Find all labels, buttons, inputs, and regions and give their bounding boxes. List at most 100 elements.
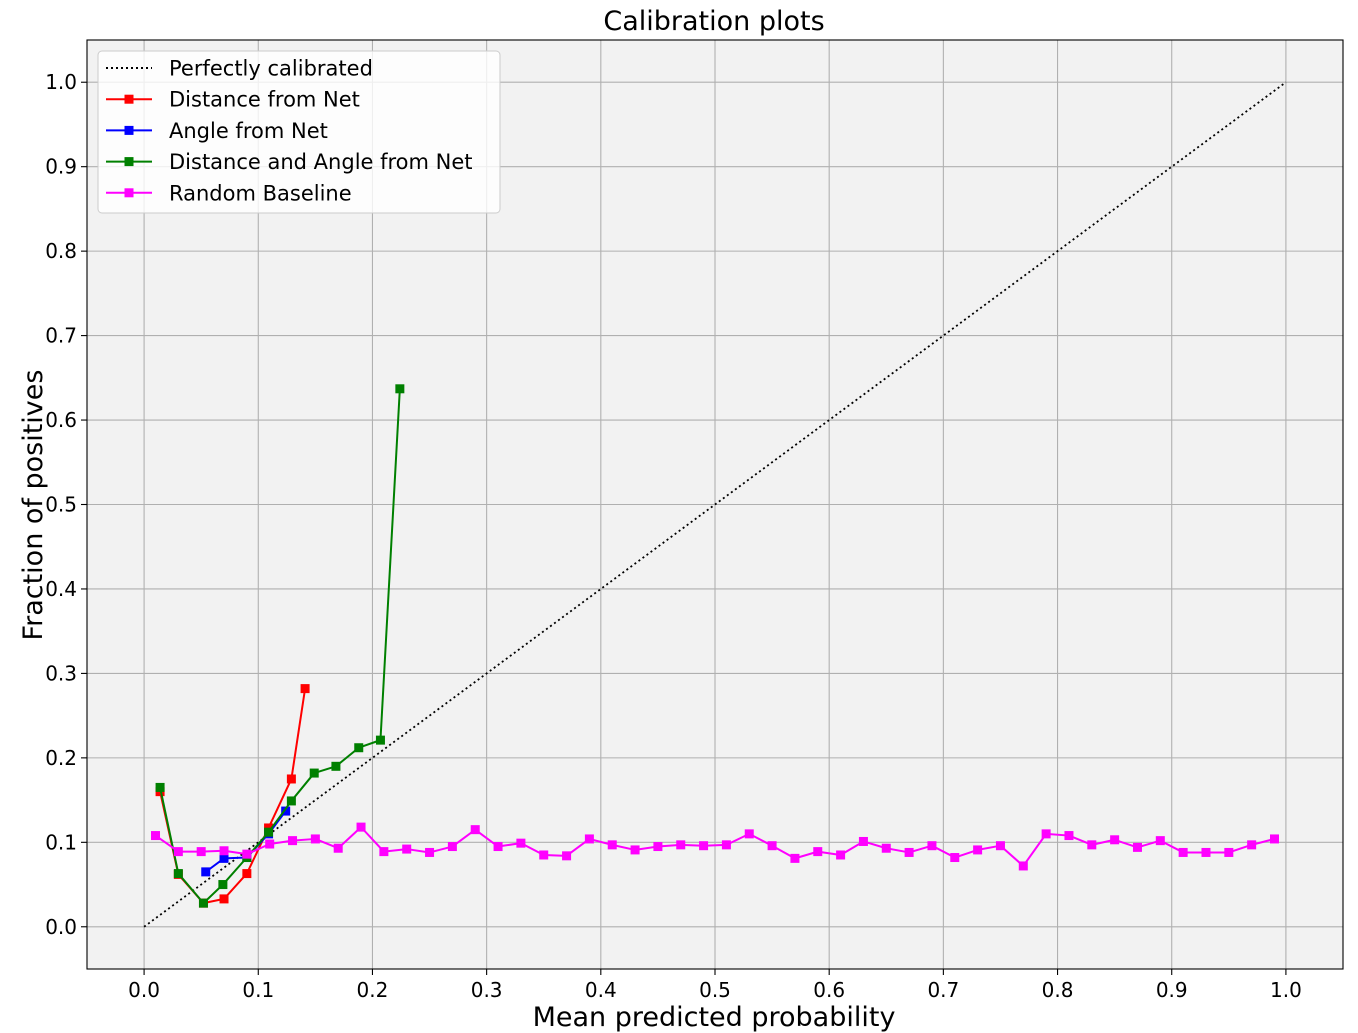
data-point bbox=[676, 840, 686, 850]
data-point bbox=[1110, 835, 1120, 845]
y-axis-label: Fraction of positives bbox=[18, 370, 49, 641]
data-point bbox=[653, 842, 663, 852]
y-tick-label: 0.6 bbox=[45, 408, 77, 432]
data-point bbox=[1247, 840, 1257, 850]
data-point bbox=[286, 774, 296, 784]
data-point bbox=[699, 841, 709, 851]
data-point bbox=[219, 853, 229, 863]
data-point bbox=[584, 834, 594, 844]
data-point bbox=[310, 834, 320, 844]
series-random-baseline bbox=[151, 822, 1279, 871]
data-point bbox=[281, 806, 291, 816]
data-point bbox=[173, 869, 183, 879]
data-point bbox=[288, 836, 298, 846]
data-point bbox=[539, 850, 549, 860]
data-point bbox=[173, 847, 183, 857]
chart-title: Calibration plots bbox=[603, 6, 824, 37]
data-point bbox=[286, 796, 296, 806]
legend-entry: Distance and Angle from Net bbox=[106, 150, 473, 174]
x-tick-label: 0.4 bbox=[585, 978, 617, 1002]
data-point bbox=[265, 839, 275, 849]
y-tick-label: 0.3 bbox=[45, 661, 77, 685]
data-point bbox=[447, 842, 457, 852]
legend-label: Perfectly calibrated bbox=[169, 57, 373, 81]
data-point bbox=[1224, 847, 1234, 857]
data-point bbox=[813, 847, 823, 857]
legend-swatch-marker bbox=[124, 188, 134, 198]
y-tick-label: 0.0 bbox=[45, 915, 77, 939]
data-point bbox=[196, 847, 206, 857]
data-point bbox=[151, 831, 161, 841]
data-point bbox=[470, 825, 480, 835]
legend-swatch-marker bbox=[124, 125, 134, 135]
x-tick-label: 1.0 bbox=[1270, 978, 1302, 1002]
x-tick-label: 0.7 bbox=[927, 978, 959, 1002]
data-point bbox=[300, 684, 310, 694]
x-tick-label: 0.0 bbox=[128, 978, 160, 1002]
data-point bbox=[858, 836, 868, 846]
data-point bbox=[218, 880, 228, 890]
data-point bbox=[356, 822, 366, 832]
x-tick-label: 0.5 bbox=[699, 978, 731, 1002]
legend-label: Angle from Net bbox=[169, 119, 328, 143]
x-tick-label: 0.1 bbox=[242, 978, 274, 1002]
data-point bbox=[995, 841, 1005, 851]
data-point bbox=[309, 768, 319, 778]
x-axis-ticks: 0.0 0.1 0.2 0.3 0.4 0.5 0.6 0.7 0.8 0.9 1.0 bbox=[128, 969, 1302, 1002]
y-tick-label: 0.1 bbox=[45, 830, 77, 854]
data-point bbox=[331, 761, 341, 771]
data-point bbox=[242, 849, 252, 859]
data-point bbox=[264, 827, 274, 837]
data-point bbox=[1132, 842, 1142, 852]
series-line bbox=[143, 81, 1287, 928]
y-tick-label: 0.8 bbox=[45, 239, 77, 263]
data-point bbox=[333, 843, 343, 853]
data-point bbox=[630, 845, 640, 855]
data-point bbox=[721, 840, 731, 850]
data-point bbox=[790, 853, 800, 863]
data-point bbox=[767, 841, 777, 851]
data-point bbox=[375, 735, 385, 745]
y-tick-label: 0.2 bbox=[45, 746, 77, 770]
data-point bbox=[155, 782, 165, 792]
y-axis-ticks: 0.0 0.1 0.2 0.3 0.4 0.5 0.6 0.7 0.8 0.9 1.0 bbox=[45, 70, 87, 939]
legend: Perfectly calibrated Distance from Net Ang… bbox=[97, 50, 501, 214]
data-point bbox=[493, 842, 503, 852]
data-point bbox=[242, 869, 252, 879]
data-point bbox=[219, 894, 229, 904]
data-point bbox=[1269, 834, 1279, 844]
data-point bbox=[562, 851, 572, 861]
data-point bbox=[379, 847, 389, 857]
data-point bbox=[836, 850, 846, 860]
legend-entry: Random Baseline bbox=[106, 181, 352, 205]
legend-entry: Perfectly calibrated bbox=[106, 57, 373, 81]
data-point bbox=[1087, 840, 1097, 850]
data-point bbox=[1155, 836, 1165, 846]
x-tick-label: 0.6 bbox=[813, 978, 845, 1002]
legend-label: Distance from Net bbox=[169, 88, 360, 112]
data-point bbox=[607, 840, 617, 850]
data-point bbox=[1041, 829, 1051, 839]
data-point bbox=[744, 829, 754, 839]
legend-box bbox=[97, 50, 501, 214]
data-point bbox=[950, 853, 960, 863]
data-point bbox=[402, 844, 412, 854]
y-tick-label: 0.5 bbox=[45, 493, 77, 517]
data-point bbox=[395, 384, 405, 394]
data-point bbox=[198, 898, 208, 908]
x-tick-label: 0.9 bbox=[1156, 978, 1188, 1002]
x-tick-label: 0.2 bbox=[357, 978, 389, 1002]
y-tick-label: 0.7 bbox=[45, 324, 77, 348]
data-point bbox=[425, 847, 435, 857]
x-axis-label: Mean predicted probability bbox=[533, 1002, 896, 1033]
data-point bbox=[354, 743, 364, 753]
data-point bbox=[1201, 847, 1211, 857]
legend-swatch-marker bbox=[124, 94, 134, 104]
data-point bbox=[904, 847, 914, 857]
series-layer bbox=[143, 81, 1287, 928]
data-point bbox=[201, 867, 211, 877]
data-point bbox=[1064, 831, 1074, 841]
legend-entry: Distance from Net bbox=[106, 88, 360, 112]
x-tick-label: 0.3 bbox=[471, 978, 503, 1002]
